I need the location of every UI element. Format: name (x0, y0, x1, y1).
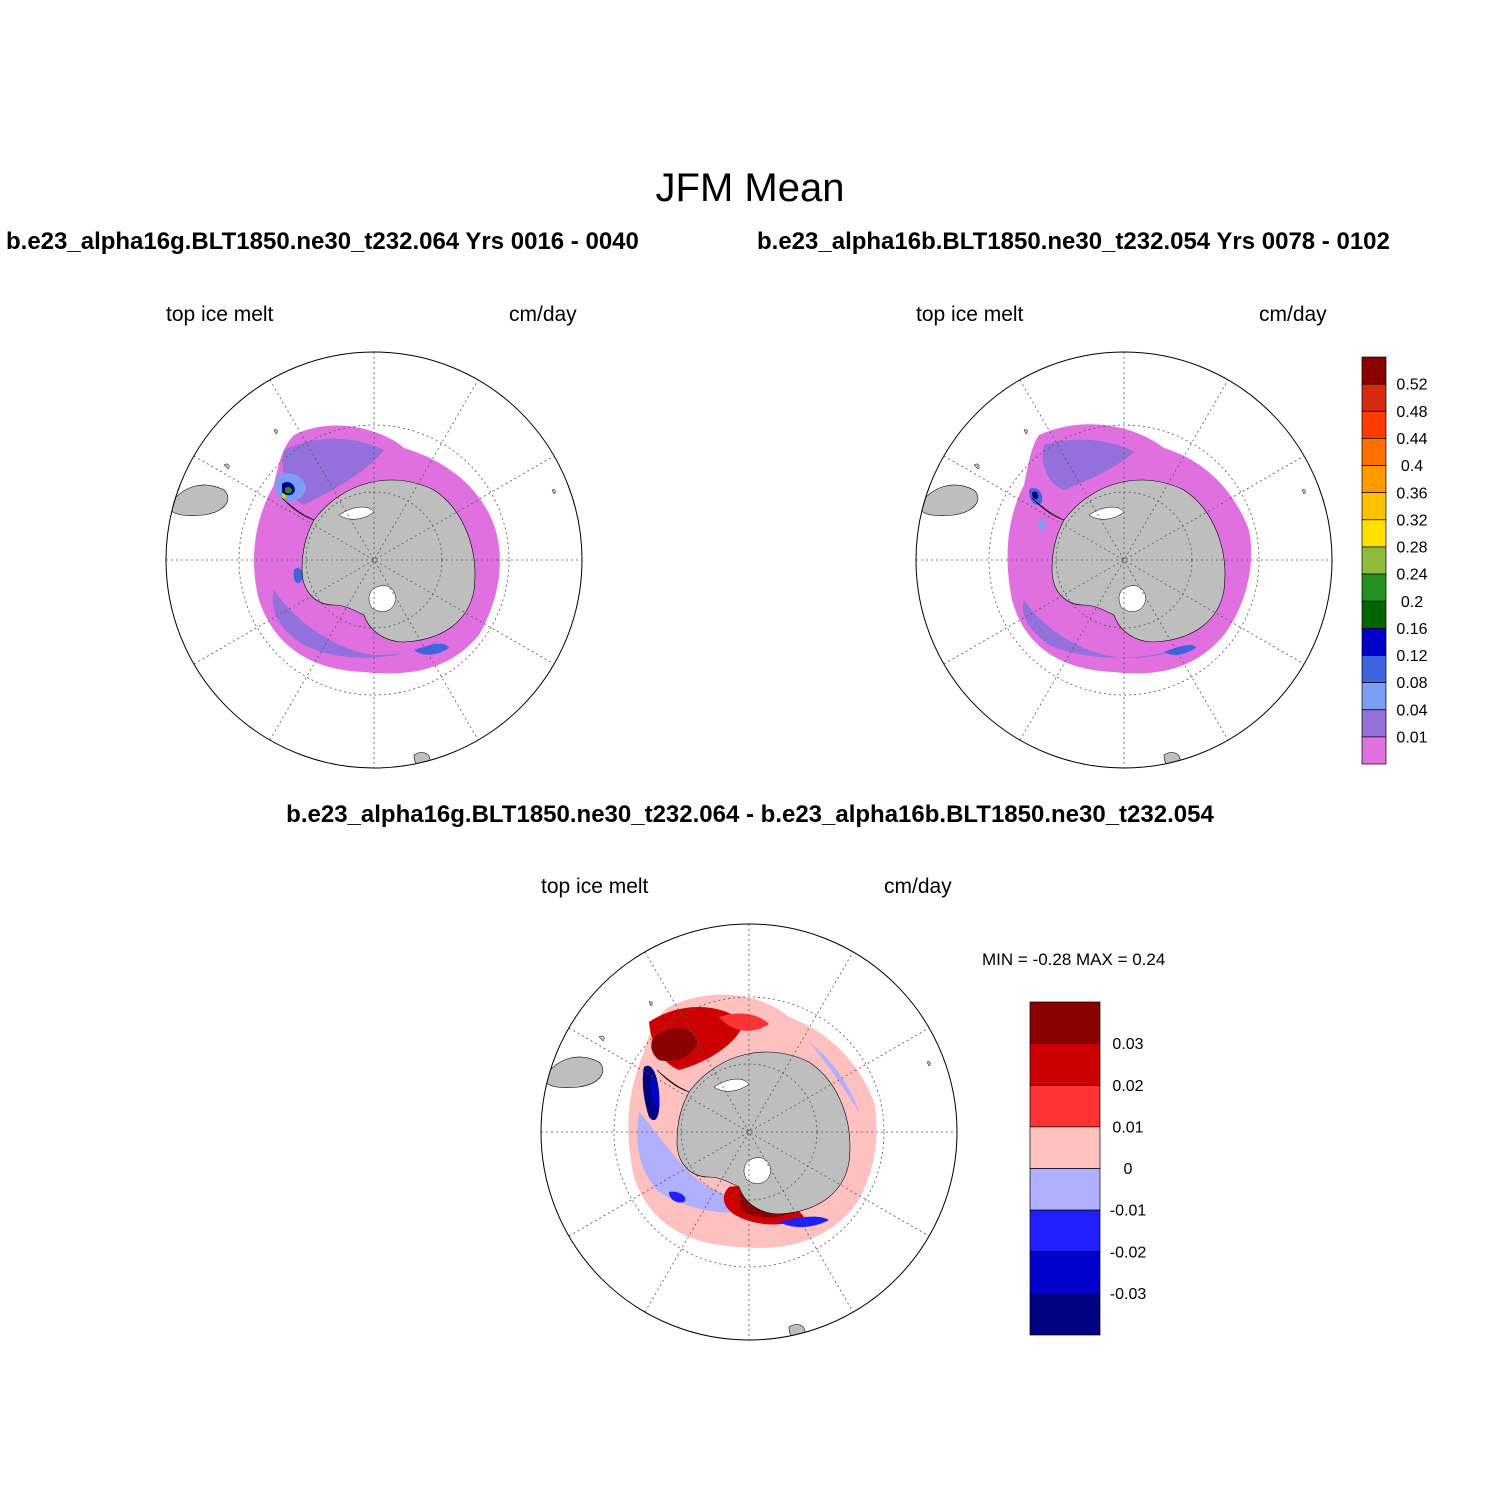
main-colorbar-swatch (1361, 573, 1387, 602)
antarctica-landmass (543, 1001, 931, 1340)
diff-colorbar-tick-label: 0 (1124, 1161, 1133, 1178)
diff-panel-units-label: cm/day (884, 875, 952, 898)
right-panel-units-label: cm/day (1259, 303, 1327, 326)
diff-colorbar-swatch (1029, 1168, 1101, 1211)
diff-colorbar-swatch (1029, 1209, 1101, 1253)
main-colorbar-swatch (1361, 410, 1387, 439)
case-left-title: b.e23_alpha16g.BLT1850.ne30_t232.064 Yrs… (6, 228, 639, 255)
main-colorbar-tick-label: 0.48 (1396, 404, 1427, 421)
main-colorbar-tick-label: 0.08 (1396, 675, 1427, 692)
main-colorbar-tick-label: 0.28 (1396, 540, 1427, 557)
main-colorbar-swatch (1361, 465, 1387, 494)
main-colorbar-swatch (1361, 519, 1387, 548)
diff-colorbar-swatch (1029, 1293, 1101, 1336)
diff-colorbar-swatch (1029, 1126, 1101, 1169)
main-colorbar-swatch (1361, 383, 1387, 412)
main-colorbar-swatch (1361, 655, 1387, 683)
right-polar-map (915, 351, 1333, 769)
left-panel-units-label: cm/day (509, 303, 577, 326)
difference-title: b.e23_alpha16g.BLT1850.ne30_t232.064 - b… (286, 801, 1214, 828)
diff-colorbar-tick-label: -0.02 (1110, 1244, 1147, 1261)
diff-colorbar-swatch (1029, 1084, 1101, 1128)
graticule (166, 352, 582, 768)
left-polar-map (165, 351, 583, 769)
main-colorbar-tick-label: 0.16 (1396, 621, 1427, 638)
diff-colorbar-swatch (1029, 1043, 1101, 1086)
difference-polar-map (540, 923, 958, 1341)
case-right-title: b.e23_alpha16b.BLT1850.ne30_t232.054 Yrs… (757, 228, 1390, 255)
main-colorbar: 0.52 0.48 0.44 0.4 0.36 0.32 0.28 0.24 0.2 0.16 0.… (1361, 356, 1428, 765)
main-colorbar-swatch (1361, 492, 1387, 521)
diff-colorbar-tick-label: 0.01 (1112, 1119, 1143, 1136)
main-colorbar-tick-label: 0.2 (1401, 594, 1423, 611)
map-boundary (915, 351, 1333, 769)
antarctica-landmass (918, 429, 1306, 768)
main-colorbar-swatch (1361, 438, 1387, 466)
main-colorbar-swatch (1361, 736, 1387, 765)
diff-colorbar-tick-label: 0.02 (1112, 1078, 1143, 1095)
main-colorbar-swatch (1361, 600, 1387, 629)
main-colorbar-tick-label: 0.36 (1396, 485, 1427, 502)
diff-min-max-label: MIN = -0.28 MAX = 0.24 (982, 950, 1166, 969)
main-colorbar-swatch (1361, 627, 1387, 656)
main-colorbar-tick-label: 0.52 (1396, 377, 1427, 394)
diff-colorbar-tick-label: 0.03 (1112, 1036, 1143, 1053)
right-panel-variable-label: top ice melt (916, 303, 1024, 326)
main-colorbar-swatch (1361, 682, 1387, 711)
main-colorbar-tick-label: 0.4 (1401, 458, 1423, 475)
main-colorbar-tick-label: 0.12 (1396, 648, 1427, 665)
main-colorbar-swatch (1361, 356, 1387, 385)
main-colorbar-tick-label: 0.24 (1396, 567, 1427, 584)
diff-colorbar-tick-label: -0.01 (1110, 1203, 1147, 1220)
diff-panel-variable-label: top ice melt (541, 875, 649, 898)
figure-title: JFM Mean (655, 166, 845, 210)
diff-colorbar-tick-label: -0.03 (1110, 1286, 1147, 1303)
diff-colorbar-swatch (1029, 1251, 1101, 1294)
map-boundary (165, 351, 583, 769)
graticule (916, 352, 1332, 768)
main-colorbar-tick-label: 0.44 (1396, 431, 1427, 448)
main-colorbar-tick-label: 0.04 (1396, 702, 1427, 719)
difference-colorbar: 0.03 0.02 0.01 0 -0.01 -0.02 -0.03 (1029, 1001, 1147, 1336)
main-colorbar-tick-label: 0.01 (1396, 729, 1427, 746)
left-panel-variable-label: top ice melt (166, 303, 274, 326)
main-colorbar-tick-label: 0.32 (1396, 512, 1427, 529)
diff-colorbar-swatch (1029, 1001, 1101, 1044)
graticule (541, 924, 957, 1340)
map-boundary (540, 923, 958, 1341)
main-colorbar-swatch (1361, 546, 1387, 575)
main-colorbar-swatch (1361, 709, 1387, 738)
